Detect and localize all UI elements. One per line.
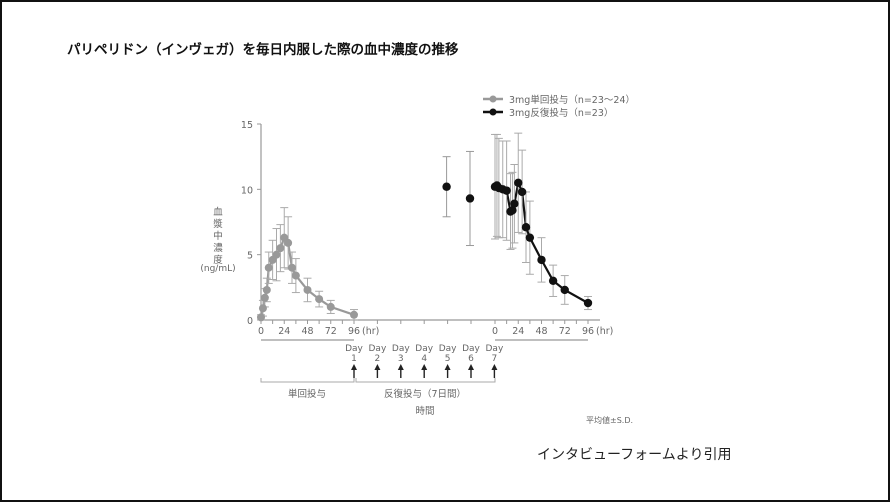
repeat-dose-point [521, 223, 531, 232]
single-dose-label: 単回投与 [288, 388, 326, 400]
x-tick-label: 48 [301, 326, 313, 337]
repeat-dose-point [537, 255, 546, 265]
x-unit: (hr) [362, 326, 379, 337]
repeat-dose-point [560, 285, 569, 295]
trough-point [442, 182, 451, 191]
footnote: 平均値±S.D. [586, 415, 633, 425]
day-number: 1 [351, 354, 357, 364]
single-dose-point [257, 313, 265, 322]
page-title: パリペリドン（インヴェガ）を毎日内服した際の血中濃度の推移 [67, 42, 459, 58]
day-number: 6 [468, 354, 474, 364]
y-axis-label: 濃 [213, 242, 223, 254]
y-axis-label: 中 [213, 230, 223, 242]
day-label: Day [439, 344, 457, 354]
day-number: 3 [398, 354, 404, 364]
single-dose-point [284, 238, 293, 247]
single-dose-point [258, 304, 267, 313]
single-dose-point [326, 302, 335, 311]
day-label: Day [369, 344, 387, 354]
x-tick-label: 0 [258, 326, 264, 337]
x-tick-label: 24 [278, 326, 290, 337]
legend-repeat-dose: 3mg反復投与（n=23） [509, 107, 613, 119]
x-tick-label: 96 [582, 326, 594, 337]
y-tick-label: 0 [247, 316, 253, 327]
y-axis-label: 血 [213, 206, 223, 218]
day-label: Day [462, 344, 480, 354]
repeat-dose-label: 反復投与（7日間） [384, 388, 466, 400]
single-dose-point [264, 263, 273, 272]
x-axis-label: 時間 [415, 406, 434, 417]
repeat-dose-point [514, 178, 523, 187]
day-number: 2 [375, 354, 381, 364]
single-dose-point [303, 285, 312, 294]
single-dose-line [259, 235, 355, 318]
y-tick-label: 10 [241, 185, 253, 196]
day-number: 7 [492, 354, 498, 364]
repeat-dose-point [502, 186, 511, 195]
day-label: Day [415, 344, 433, 354]
single-dose-point [315, 295, 324, 304]
y-axis-label: 漿 [213, 218, 223, 230]
day-label: Day [345, 344, 363, 354]
legend-single-dose: 3mg単回投与（n=23〜24） [509, 94, 635, 106]
single-dose-point [272, 250, 281, 259]
x-tick-label: 24 [512, 326, 524, 337]
single-dose-point [262, 285, 271, 294]
single-dose-point [276, 244, 285, 253]
y-axis-unit: (ng/mL) [200, 264, 235, 274]
x-unit: (hr) [596, 326, 613, 337]
day-label: Day [486, 344, 504, 354]
single-dose-point [350, 310, 358, 319]
single-dose-point [288, 263, 296, 272]
day-number: 4 [421, 354, 427, 364]
x-tick-label: 0 [492, 326, 498, 337]
x-tick-label: 72 [559, 326, 571, 337]
repeat-dose-point [517, 187, 527, 197]
single-dose-point [291, 271, 300, 280]
day-number: 5 [445, 354, 451, 364]
trough-point [465, 194, 475, 203]
repeat-dose-point [583, 298, 593, 308]
repeat-dose-point [548, 276, 558, 285]
repeat-dose-point [525, 233, 535, 242]
day-label: Day [392, 344, 410, 354]
repeat-dose-point [508, 206, 517, 215]
x-tick-label: 96 [348, 326, 360, 337]
source-note: インタビューフォームより引用 [537, 447, 732, 463]
y-axis-label: 度 [213, 254, 223, 266]
repeat-dose-point [510, 199, 519, 208]
x-tick-label: 48 [535, 326, 547, 337]
single-dose-point [260, 293, 269, 302]
y-tick-label: 15 [241, 120, 253, 131]
y-tick-label: 5 [247, 251, 253, 262]
x-tick-label: 72 [325, 326, 337, 337]
